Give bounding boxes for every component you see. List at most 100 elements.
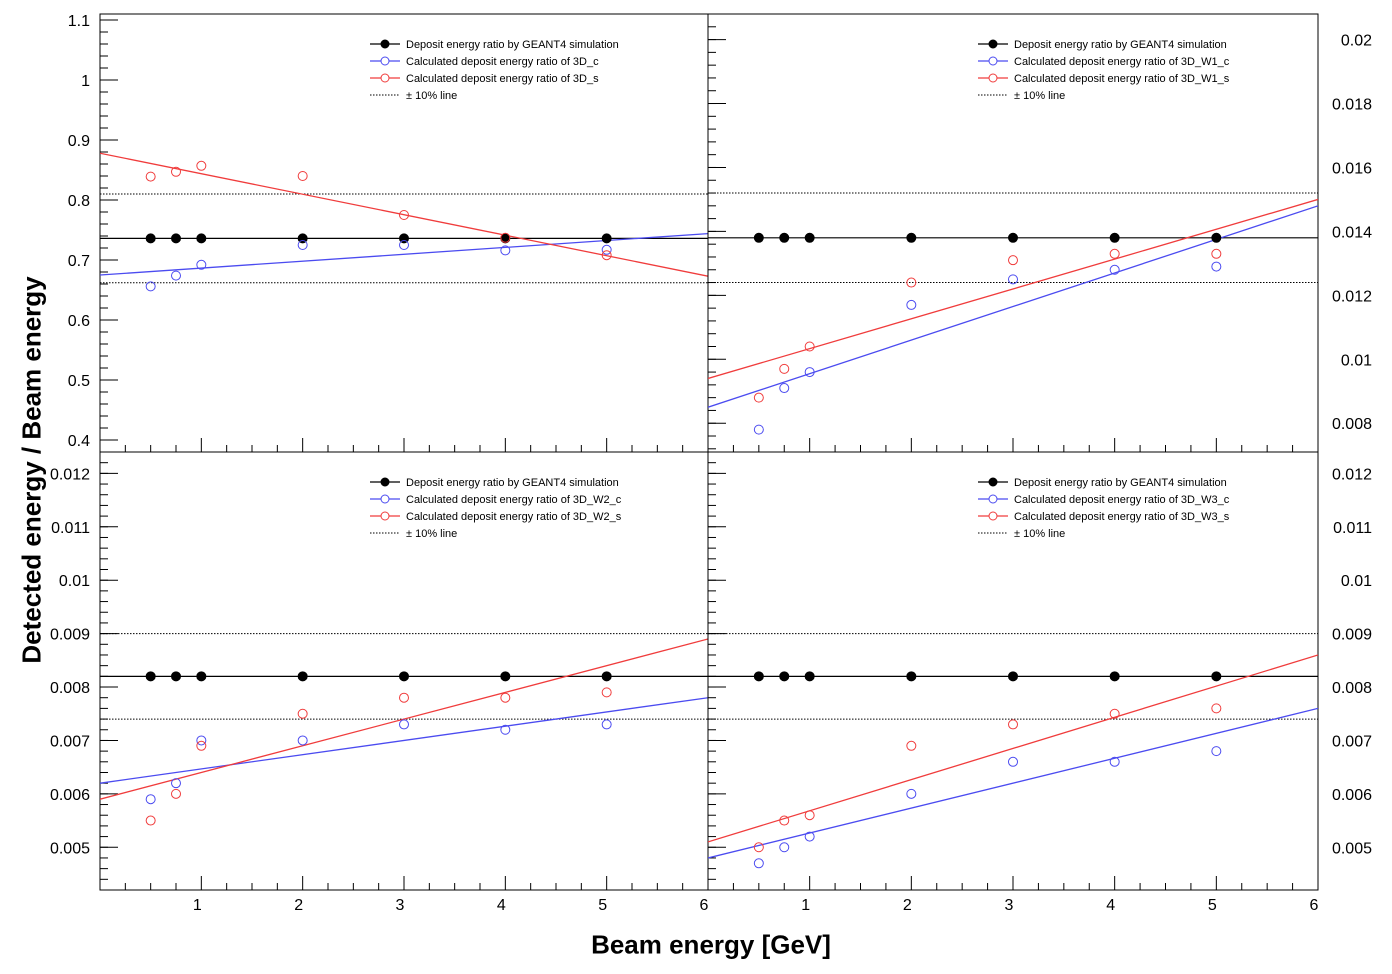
data-point <box>1211 232 1222 243</box>
y-tick-label: 0.007 <box>1332 733 1372 750</box>
data-point <box>500 692 511 703</box>
x-tick-label: 3 <box>396 897 405 914</box>
data-point <box>779 363 790 374</box>
y-tick-label: 0.011 <box>1333 520 1372 537</box>
data-point <box>1109 671 1120 682</box>
x-tick-label: 2 <box>294 897 303 914</box>
data-point <box>601 687 612 698</box>
x-tick-label: 5 <box>1208 897 1217 914</box>
legend-label: Calculated deposit energy ratio of 3D_W2… <box>406 511 622 523</box>
legend-marker <box>988 477 998 487</box>
legend-label: ± 10% line <box>406 90 457 102</box>
legend-marker <box>988 511 998 521</box>
data-point <box>601 233 612 244</box>
data-point <box>500 245 511 256</box>
legend-label: Calculated deposit energy ratio of 3D_W2… <box>406 494 622 506</box>
data-point <box>171 166 181 177</box>
y-tick-label: 0.011 <box>51 520 90 537</box>
fit-line <box>100 697 708 784</box>
data-point <box>500 724 511 735</box>
x-tick-label: 1 <box>193 897 202 914</box>
data-point <box>906 740 917 751</box>
data-point <box>171 778 181 789</box>
data-point <box>1109 232 1120 243</box>
data-point <box>297 171 308 181</box>
fit-lines <box>708 654 1318 859</box>
y-tick-label: 0.009 <box>50 627 90 644</box>
data-point <box>196 671 207 682</box>
legend-label: ± 10% line <box>406 528 457 540</box>
data-point <box>500 671 511 682</box>
y-tick-label: 0.02 <box>1341 33 1372 50</box>
legend-label: Calculated deposit energy ratio of 3D_W1… <box>1014 73 1230 85</box>
legend-marker <box>988 73 998 83</box>
data-point <box>196 259 207 270</box>
data-point <box>297 735 308 746</box>
data-point <box>145 171 156 182</box>
data-point <box>753 392 764 403</box>
y-tick-label: 0.012 <box>1332 466 1372 483</box>
data-point <box>145 233 156 244</box>
data-point <box>171 788 181 799</box>
legend-label: Deposit energy ratio by GEANT4 simulatio… <box>406 477 619 489</box>
data-point <box>145 794 156 805</box>
legend-marker <box>380 477 390 487</box>
data-point <box>906 788 917 799</box>
legend-marker <box>988 494 998 504</box>
y-tick-label: 0.008 <box>50 680 90 697</box>
data-point <box>145 815 156 826</box>
legend-label: Calculated deposit energy ratio of 3D_s <box>406 73 599 85</box>
data-point <box>171 671 181 682</box>
panel-bottom-left: 0.005 0.006 0.007 0.008 0.009 0.01 0.011 0.012 1… <box>50 451 709 914</box>
x-tick-label: 6 <box>1310 897 1319 914</box>
fit-line <box>708 654 1318 843</box>
data-point <box>171 270 181 281</box>
fit-line <box>100 152 708 277</box>
data-point <box>1008 671 1018 682</box>
data-point <box>804 810 815 821</box>
data-point <box>1211 671 1222 682</box>
data-point <box>399 671 409 682</box>
fit-lines <box>708 198 1318 408</box>
data-point <box>399 692 409 703</box>
y-tick-label: 0.6 <box>68 313 90 330</box>
y-tick-label: 0.009 <box>1332 627 1372 644</box>
y-tick-label: 0.008 <box>1332 680 1372 697</box>
data-point <box>1008 232 1018 243</box>
y-tick-label: 0.005 <box>50 840 90 857</box>
data-point <box>906 671 917 682</box>
legend-label: Calculated deposit energy ratio of 3D_W1… <box>1014 56 1230 68</box>
fit-lines <box>100 638 708 800</box>
data-point <box>804 367 815 378</box>
data-point <box>906 299 917 310</box>
y-tick-label: 1.1 <box>68 13 90 30</box>
data-point <box>399 240 409 250</box>
fit-line <box>100 638 708 800</box>
x-axis-title: Beam energy [GeV] <box>591 929 831 960</box>
data-point <box>753 842 764 853</box>
panel-frame <box>99 13 709 453</box>
y-tick-label: 0.007 <box>50 733 90 750</box>
data-point <box>1109 264 1120 275</box>
y-tick-label: 0.006 <box>50 787 90 804</box>
data-point <box>753 424 764 435</box>
legend-marker <box>380 73 390 83</box>
data-point <box>804 831 815 842</box>
y-tick-label: 0.006 <box>1332 787 1372 804</box>
data-point <box>1008 756 1018 767</box>
data-point <box>779 232 790 243</box>
y-tick-label: 0.8 <box>68 193 90 210</box>
y-tick-label: 0.014 <box>1332 224 1372 241</box>
data-point <box>601 671 612 682</box>
y-tick-label: 0.7 <box>68 253 90 270</box>
x-tick-label: 3 <box>1005 897 1014 914</box>
data-point <box>1008 274 1018 285</box>
y-tick-label: 0.012 <box>1332 288 1372 305</box>
y-tick-label: 0.008 <box>1332 416 1372 433</box>
data-point <box>196 160 207 171</box>
data-point <box>906 232 917 243</box>
panel-top-left: 0.4 0.5 0.6 0.7 0.8 0.9 1 1.1 Deposit energy rat… <box>68 13 709 453</box>
x-tick-label: 2 <box>903 897 912 914</box>
fit-line <box>708 707 1318 859</box>
y-tick-label: 0.018 <box>1332 97 1372 114</box>
